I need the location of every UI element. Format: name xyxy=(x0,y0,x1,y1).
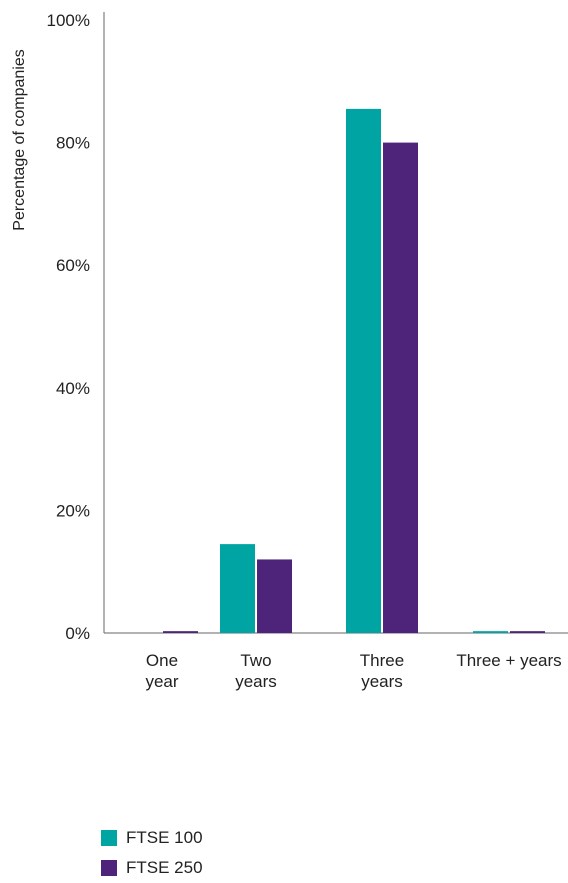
legend-item: FTSE 250 xyxy=(101,853,203,883)
x-tick-label: Two years xyxy=(235,651,277,691)
y-axis-label: Percentage of companies xyxy=(11,49,28,230)
y-tick-label: 40% xyxy=(56,379,90,398)
bar-ftse-100 xyxy=(220,544,255,633)
x-tick-label: Three + years xyxy=(456,651,561,670)
legend-item: FTSE 100 xyxy=(101,823,203,853)
y-tick-label: 0% xyxy=(65,624,90,643)
x-tick-label: Three years xyxy=(360,651,404,691)
legend-swatch xyxy=(101,830,117,846)
bar-chart: 0% 20% 40% 60% 80% 100% One year Two years Three y… xyxy=(11,11,568,691)
y-tick-label: 60% xyxy=(56,256,90,275)
bar-ftse-250 xyxy=(510,631,545,633)
x-axis-ticks: One year Two years Three years Three + years xyxy=(145,651,561,691)
bar-ftse-250 xyxy=(383,142,418,633)
bar-ftse-100 xyxy=(473,631,508,633)
legend-swatch xyxy=(101,860,117,876)
bar-ftse-250 xyxy=(163,631,198,633)
y-tick-label: 80% xyxy=(56,134,90,153)
bar-ftse-100 xyxy=(346,108,381,633)
bar-ftse-250 xyxy=(257,559,292,633)
x-tick-label: One year xyxy=(145,651,178,691)
legend-label: FTSE 250 xyxy=(126,858,203,877)
bars xyxy=(163,108,545,633)
axes xyxy=(103,12,568,634)
y-axis-ticks: 0% 20% 40% 60% 80% 100% xyxy=(47,11,90,643)
legend-label: FTSE 100 xyxy=(126,828,203,847)
legend: FTSE 100 FTSE 250 xyxy=(101,823,203,883)
y-tick-label: 100% xyxy=(47,11,90,30)
y-tick-label: 20% xyxy=(56,501,90,520)
